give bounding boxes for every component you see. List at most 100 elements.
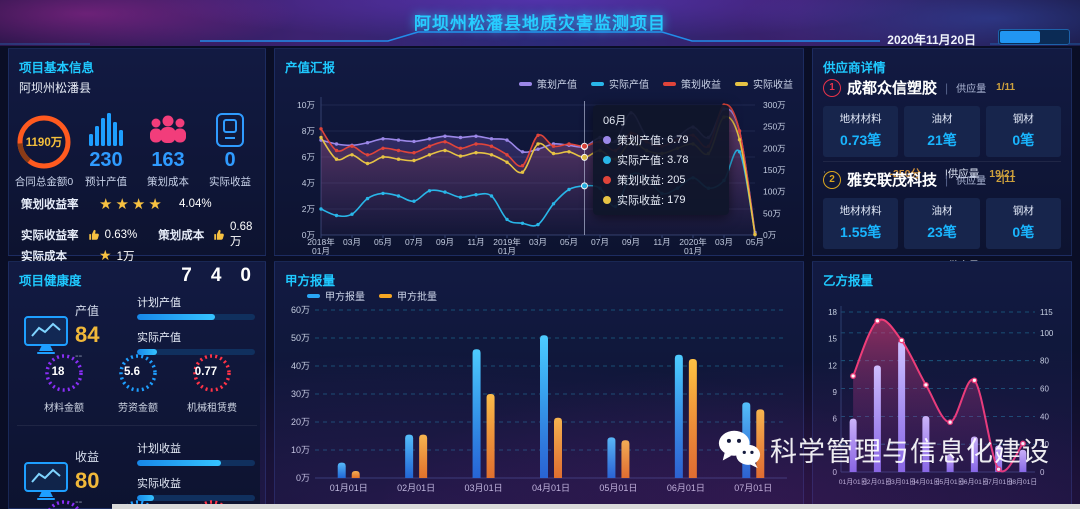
gauge-3: 0.72 bbox=[183, 496, 241, 509]
health-section-profit: 收益 80 -- 计划收益 实际收益 17 bbox=[9, 434, 265, 509]
footer-score: -250分 bbox=[889, 168, 921, 180]
header-banner: 阿坝州松潘县地质灾害监测项目 bbox=[0, 0, 1080, 46]
card-value: 0.73笔 bbox=[840, 132, 882, 148]
panel-party-b: 乙方报量 0 20 40 60 80 100 115 0 3 6 9 12 15 18 01月01日 02月0… bbox=[812, 261, 1072, 509]
svg-text:0万: 0万 bbox=[763, 230, 776, 240]
metric-label: 策划成本 bbox=[158, 230, 205, 242]
stat-label: 合同总金额0 bbox=[14, 176, 74, 188]
supply-label: 供应量 bbox=[956, 84, 987, 95]
tooltip-value: 3.78 bbox=[667, 154, 689, 166]
card-value: 0笔 bbox=[1012, 132, 1035, 148]
svg-text:150万: 150万 bbox=[763, 165, 786, 175]
panel-title-party-b: 乙方报量 bbox=[823, 274, 874, 288]
metric-value: 0.68万 bbox=[230, 221, 253, 248]
tooltip-row: 实际产值: 3.78 bbox=[603, 152, 719, 168]
tooltip-label: 策划产值: bbox=[617, 135, 665, 147]
gauge-labor: 5.6 劳资金额 bbox=[109, 350, 167, 414]
svg-text:03月01日: 03月01日 bbox=[887, 478, 916, 486]
header-toggle[interactable] bbox=[998, 29, 1070, 45]
svg-text:0万: 0万 bbox=[296, 473, 310, 483]
progress-fill bbox=[137, 314, 215, 320]
current-date: 2020年11月20日 bbox=[887, 33, 976, 47]
progress-label: 实际产值 bbox=[137, 332, 181, 344]
separator: | bbox=[945, 172, 949, 187]
metric-value: 0.63% bbox=[104, 229, 138, 241]
svg-text:05月01日: 05月01日 bbox=[599, 483, 637, 493]
card-label: 钢材 bbox=[1012, 113, 1034, 125]
tooltip-row: 策划产值: 6.79 bbox=[603, 132, 719, 148]
legend-item-actual-output[interactable]: 实际产值 bbox=[591, 76, 649, 91]
svg-text:60万: 60万 bbox=[291, 305, 310, 315]
tooltip-label: 实际产值: bbox=[617, 155, 665, 167]
supplier-block-2: 2 雅安联茂科技 | 供应量 2|11 地材材料 1.55笔 油材 23笔 钢材 0笔… bbox=[823, 169, 1061, 273]
legend-item-batch[interactable]: 甲方批量 bbox=[379, 288, 437, 303]
card-oil: 油材 23笔 bbox=[904, 198, 980, 249]
people-icon bbox=[150, 115, 186, 143]
kpi-value: 84 bbox=[75, 322, 100, 347]
svg-text:60: 60 bbox=[1040, 385, 1049, 394]
legend-label: 甲方批量 bbox=[397, 292, 437, 303]
legend-item-report[interactable]: 甲方报量 bbox=[307, 288, 365, 303]
card-value: 1.55笔 bbox=[840, 224, 882, 240]
rank-badge: 1 bbox=[823, 78, 841, 97]
svg-text:09月: 09月 bbox=[622, 237, 640, 247]
svg-text:05月: 05月 bbox=[746, 237, 764, 247]
kpi-sub: -- bbox=[75, 350, 83, 362]
card-label: 油材 bbox=[931, 113, 953, 125]
tooltip-row: 实际收益: 179 bbox=[603, 192, 719, 208]
svg-text:80: 80 bbox=[1040, 357, 1049, 366]
horizontal-scrollbar[interactable] bbox=[112, 504, 1080, 509]
health-kpi: 产值 84 -- bbox=[75, 302, 99, 362]
rank-badge: 2 bbox=[823, 170, 841, 189]
supply-value: 1/11 bbox=[996, 82, 1016, 93]
gauge-row: 18 材料金额 5.6 劳资金额 0.77 机械租赁费 bbox=[35, 350, 241, 414]
svg-text:07月01日: 07月01日 bbox=[984, 478, 1013, 486]
gauge-label: 劳资金额 bbox=[118, 403, 158, 414]
panel-title-health: 项目健康度 bbox=[19, 274, 82, 288]
project-stats-row: 1190万 合同总金额0 230 预计产值 163 bbox=[14, 93, 260, 189]
svg-text:0: 0 bbox=[833, 468, 838, 477]
supply-label: 供应量 bbox=[956, 176, 987, 187]
party-a-bar-chart[interactable]: 0万 10万 20万 30万 40万 50万 60万 01月01日 02月01日 03月01日 04… bbox=[275, 294, 805, 506]
gauge-2: 5.4 bbox=[109, 496, 167, 509]
panel-project-health: 项目健康度 7 4 0 产值 84 -- 计划产值 bbox=[8, 261, 266, 509]
metric-value: 1万 bbox=[116, 250, 135, 263]
svg-text:50万: 50万 bbox=[763, 208, 781, 218]
legend-item-plan-output[interactable]: 策划产值 bbox=[519, 76, 577, 91]
svg-text:3: 3 bbox=[833, 441, 838, 450]
tooltip-label: 实际收益: bbox=[617, 195, 665, 207]
star-rating-icon: ★★★★ bbox=[99, 196, 165, 213]
svg-text:0万: 0万 bbox=[302, 230, 315, 240]
metric-label: 实际收益率 bbox=[21, 230, 79, 242]
supply-value: 2|11 bbox=[996, 174, 1016, 185]
legend-marker bbox=[591, 81, 604, 86]
footer-value: 19/21 bbox=[989, 167, 1016, 180]
svg-text:30万: 30万 bbox=[291, 389, 310, 399]
svg-text:01月01日: 01月01日 bbox=[330, 483, 368, 493]
progress-fill bbox=[137, 495, 154, 501]
svg-text:10万: 10万 bbox=[291, 445, 310, 455]
svg-text:09月: 09月 bbox=[436, 237, 454, 247]
gauge-ring-icon bbox=[45, 354, 83, 392]
progress-label: 计划产值 bbox=[137, 297, 181, 309]
kpi-label: 收益 bbox=[75, 450, 100, 464]
legend-marker bbox=[519, 81, 532, 86]
legend-marker bbox=[307, 293, 320, 298]
gauge-ring-icon bbox=[193, 354, 231, 392]
legend-item-actual-profit[interactable]: 实际收益 bbox=[735, 76, 793, 91]
health-progress-group: 计划产值 实际产值 bbox=[137, 294, 255, 364]
card-value: 0笔 bbox=[1012, 224, 1035, 240]
supplier-cards: 地材材料 0.73笔 油材 21笔 钢材 0笔 bbox=[823, 106, 1061, 157]
supplier-header: 2 雅安联茂科技 | 供应量 2|11 bbox=[823, 169, 1061, 190]
stat-actual-profit: 0 实际收益 bbox=[200, 93, 260, 189]
legend-label: 实际产值 bbox=[609, 80, 649, 91]
kpi-label: 产值 bbox=[75, 304, 100, 318]
legend-item-plan-profit[interactable]: 策划收益 bbox=[663, 76, 721, 91]
progress-plan-profit: 计划收益 bbox=[137, 440, 255, 466]
party-b-combo-chart[interactable]: 0 20 40 60 80 100 115 0 3 6 9 12 15 18 01月01日02月01日03月… bbox=[813, 294, 1073, 506]
gauge-ring-icon bbox=[122, 500, 154, 509]
gauge-value: 5.6 bbox=[124, 366, 140, 378]
legend-marker bbox=[379, 293, 392, 298]
